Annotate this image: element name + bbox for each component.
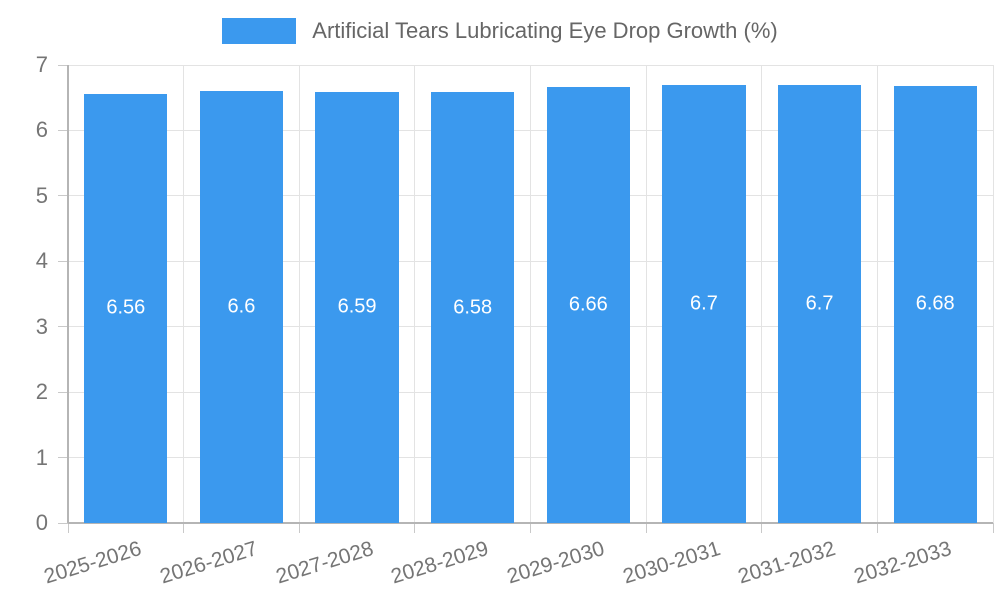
x-grid-line [992, 65, 994, 523]
y-axis-tick [58, 64, 68, 66]
y-tick-label: 7 [35, 52, 48, 77]
y-tick-label: 5 [35, 182, 48, 208]
bar[interactable]: 6.58 [431, 92, 515, 523]
y-axis-tick [58, 260, 68, 262]
bar-value-label: 6.59 [337, 295, 377, 318]
y-tick-label: 0 [35, 510, 48, 535]
x-tick-label: 2027-2028 [273, 537, 376, 589]
x-grid-line [414, 65, 416, 523]
y-axis-tick [58, 129, 68, 131]
y-tick-label: 3 [35, 313, 48, 339]
legend-label: Artificial Tears Lubricating Eye Drop Gr… [312, 18, 778, 43]
x-tick-label: 2031-2032 [735, 537, 839, 589]
x-axis-line [68, 522, 993, 524]
x-axis-tick [876, 523, 878, 533]
legend-swatch [222, 18, 297, 44]
y-axis-line [67, 65, 69, 523]
y-axis-tick [58, 326, 68, 328]
x-axis-tick [992, 523, 994, 533]
x-grid-line [876, 65, 878, 523]
bar[interactable]: 6.68 [893, 85, 977, 523]
y-tick-label: 2 [35, 379, 48, 405]
bar[interactable]: 6.7 [662, 84, 746, 523]
x-axis-tick [414, 523, 416, 533]
x-grid-line [645, 65, 647, 523]
bar[interactable]: 6.56 [84, 93, 168, 523]
legend[interactable]: Artificial Tears Lubricating Eye Drop Gr… [0, 18, 1000, 44]
y-tick-label: 4 [35, 248, 48, 274]
x-tick-label: 2028-2029 [388, 537, 492, 589]
y-axis-tick [58, 195, 68, 197]
x-axis-tick [298, 523, 300, 533]
x-axis-tick [530, 523, 531, 533]
bar-value-label: 6.7 [690, 292, 718, 315]
x-axis-tick [761, 523, 763, 533]
bar[interactable]: 6.59 [315, 91, 399, 523]
y-axis-tick [58, 391, 68, 393]
bar[interactable]: 6.66 [546, 87, 630, 523]
bar-value-label: 6.56 [106, 296, 146, 319]
bar-value-label: 6.66 [568, 293, 608, 316]
bar[interactable]: 6.7 [777, 84, 862, 523]
x-tick-label: 2032-2033 [851, 537, 954, 589]
x-grid-line [183, 65, 185, 523]
y-tick-label: 6 [35, 117, 48, 143]
y-tick-label: 1 [35, 444, 48, 470]
y-axis-tick [58, 457, 68, 459]
x-grid-line [530, 65, 531, 523]
x-tick-label: 2026-2027 [157, 537, 261, 589]
x-tick-label: 2030-2031 [619, 537, 723, 589]
bar[interactable]: 6.6 [199, 91, 284, 523]
x-axis-tick [183, 523, 185, 533]
x-tick-label: 2029-2030 [504, 537, 608, 589]
bar-value-label: 6.7 [805, 292, 834, 315]
bar-value-label: 6.68 [915, 292, 955, 315]
y-axis-tick [58, 522, 68, 524]
x-axis-tick [67, 523, 69, 533]
x-grid-line [761, 65, 763, 523]
x-axis-tick [645, 523, 647, 533]
bar-value-label: 6.6 [227, 295, 256, 318]
bar-value-label: 6.58 [453, 296, 493, 319]
x-tick-label: 2025-2026 [41, 537, 145, 589]
x-grid-line [298, 65, 300, 523]
